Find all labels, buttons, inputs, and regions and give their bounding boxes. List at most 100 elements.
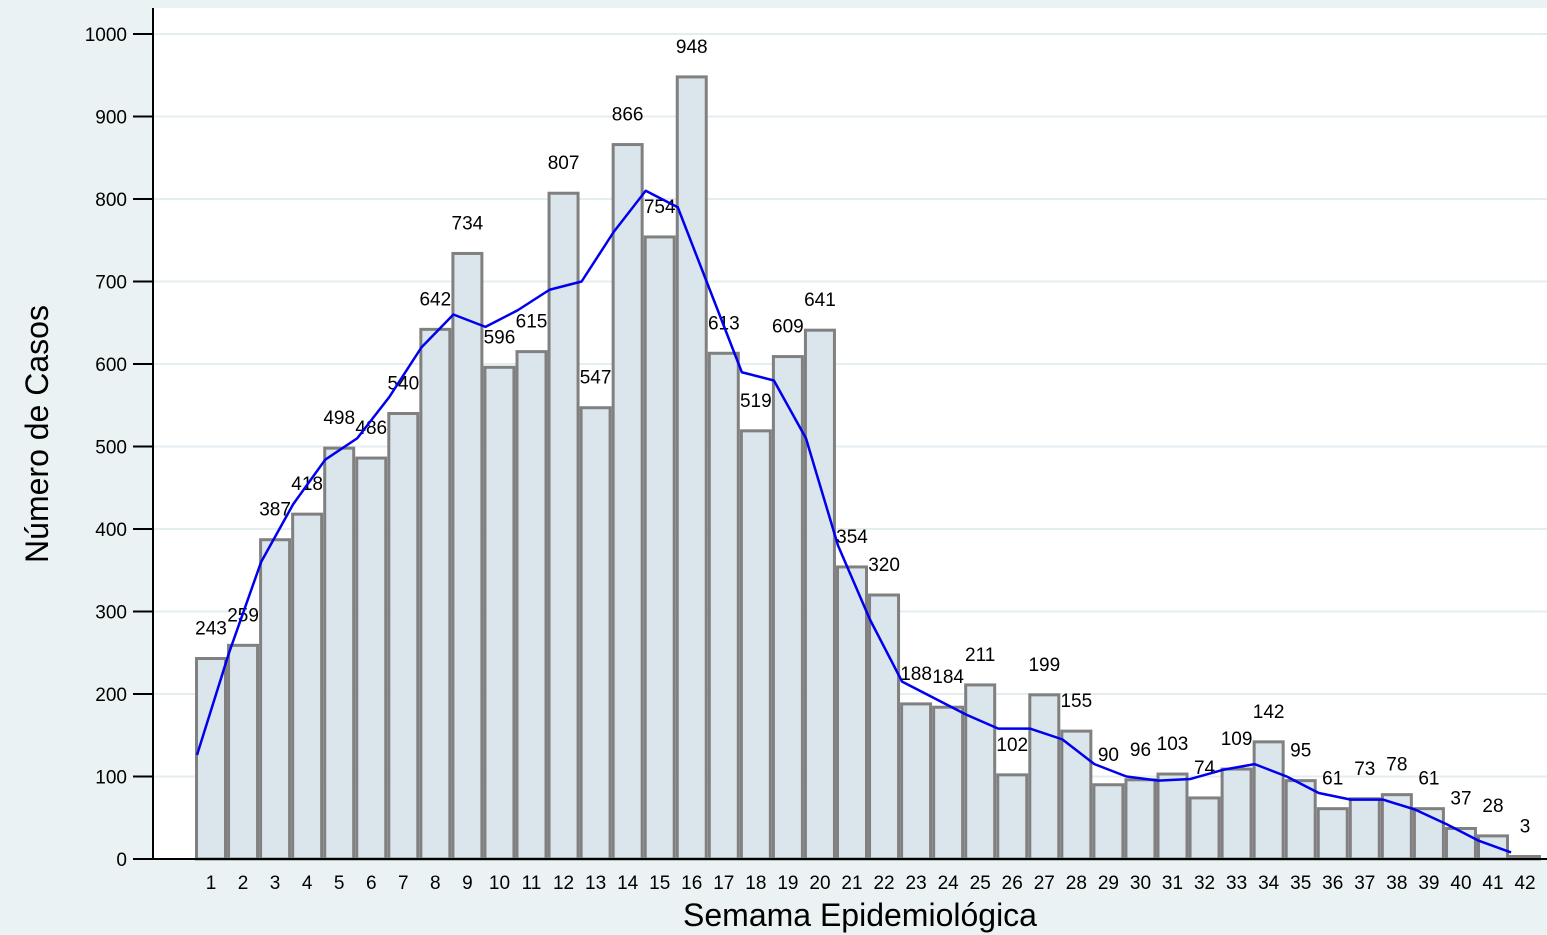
bar (195, 657, 227, 861)
x-tick-label: 17 (713, 873, 734, 894)
x-tick-label: 36 (1322, 873, 1343, 894)
x-tick-label: 8 (430, 873, 441, 894)
bar (1156, 772, 1189, 861)
bar (803, 328, 836, 861)
value-label: 28 (1482, 796, 1503, 817)
value-label: 609 (772, 317, 804, 338)
x-tick-label: 1 (206, 873, 217, 894)
bar (675, 75, 708, 861)
bar (643, 235, 676, 861)
x-tick-label: 18 (745, 873, 766, 894)
x-tick-label: 33 (1226, 873, 1247, 894)
value-label: 486 (355, 418, 387, 439)
value-label: 188 (900, 664, 932, 685)
value-label: 596 (484, 327, 516, 348)
x-tick-label: 5 (334, 873, 345, 894)
bar (579, 406, 612, 861)
bar (1124, 778, 1157, 861)
value-label: 61 (1418, 769, 1439, 790)
value-label: 948 (676, 37, 708, 58)
x-tick-label: 31 (1162, 873, 1183, 894)
bar (1092, 783, 1125, 861)
bar (1444, 826, 1477, 861)
x-tick-label: 3 (270, 873, 281, 894)
x-tick-label: 26 (1002, 873, 1023, 894)
y-tick-label: 100 (95, 768, 127, 789)
x-tick-label: 24 (938, 873, 960, 894)
bar (964, 683, 997, 861)
value-label: 95 (1290, 741, 1311, 762)
value-label: 807 (548, 153, 580, 174)
bar (707, 351, 740, 861)
x-tick-label: 10 (489, 873, 510, 894)
value-label: 142 (1253, 702, 1285, 723)
bar (259, 538, 292, 861)
y-tick-label: 700 (95, 273, 127, 294)
value-label: 498 (323, 408, 355, 429)
value-label: 109 (1221, 729, 1253, 750)
bar (771, 355, 804, 861)
bar (515, 350, 548, 861)
y-tick-label: 300 (95, 603, 127, 624)
x-tick-label: 34 (1258, 873, 1280, 894)
x-tick-label: 23 (906, 873, 927, 894)
bar (451, 251, 484, 861)
y-axis-label: Número de Casos (19, 305, 55, 563)
value-label: 320 (868, 555, 900, 576)
y-tick-label: 600 (95, 355, 127, 376)
bar (932, 705, 965, 861)
bar (1028, 693, 1061, 861)
value-label: 3 (1520, 817, 1531, 838)
x-tick-label: 39 (1418, 873, 1439, 894)
x-tick-label: 28 (1066, 873, 1087, 894)
y-tick-label: 0 (116, 850, 127, 871)
x-tick-label: 29 (1098, 873, 1119, 894)
x-tick-label: 22 (873, 873, 894, 894)
y-tick-label: 1000 (85, 25, 127, 46)
value-label: 78 (1386, 755, 1407, 776)
bar (996, 773, 1029, 861)
y-tick-label: 800 (95, 190, 127, 211)
bar (900, 702, 933, 861)
bar (1220, 767, 1253, 861)
y-tick-label: 900 (95, 108, 127, 129)
x-tick-label: 12 (553, 873, 574, 894)
x-tick-label: 38 (1386, 873, 1407, 894)
bar (547, 191, 580, 861)
value-label: 37 (1450, 788, 1471, 809)
value-label: 642 (419, 289, 451, 310)
x-tick-label: 41 (1482, 873, 1503, 894)
y-tick-label: 200 (95, 685, 127, 706)
value-label: 211 (965, 645, 995, 666)
bar (323, 446, 356, 861)
value-label: 103 (1157, 734, 1189, 755)
value-label: 615 (516, 312, 548, 333)
value-label: 96 (1130, 740, 1151, 761)
x-tick-label: 21 (841, 873, 862, 894)
value-label: 102 (996, 735, 1028, 756)
value-label: 184 (932, 667, 964, 688)
value-label: 90 (1098, 745, 1119, 766)
value-label: 734 (452, 213, 484, 234)
x-tick-label: 40 (1450, 873, 1471, 894)
x-tick-label: 32 (1194, 873, 1215, 894)
x-axis-label: Semama Epidemiológica (683, 897, 1037, 933)
y-tick-label: 400 (95, 520, 127, 541)
bar (1316, 807, 1349, 861)
value-label: 199 (1028, 655, 1060, 676)
x-tick-label: 25 (970, 873, 991, 894)
bar (387, 412, 420, 861)
bar (739, 429, 772, 861)
value-label: 754 (644, 197, 676, 218)
value-label: 547 (580, 368, 612, 389)
trend-line (195, 189, 1512, 854)
bar (419, 327, 452, 861)
value-label: 519 (740, 391, 772, 412)
value-label: 243 (195, 619, 227, 640)
bar (611, 143, 644, 861)
x-tick-label: 19 (777, 873, 798, 894)
x-tick-label: 9 (462, 873, 473, 894)
x-tick-label: 27 (1034, 873, 1055, 894)
bar (483, 365, 516, 861)
